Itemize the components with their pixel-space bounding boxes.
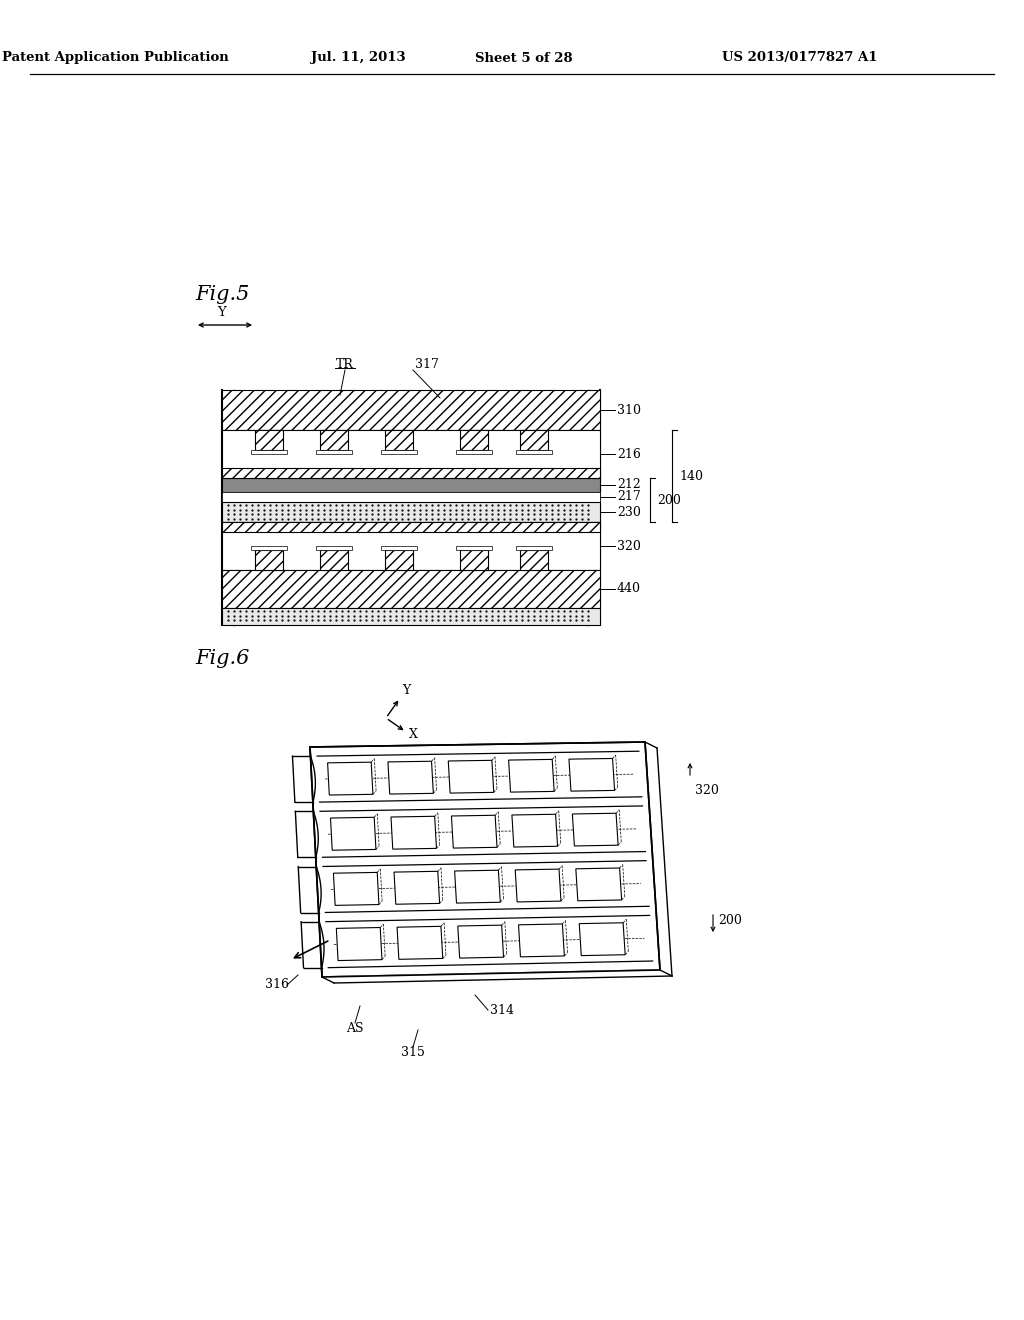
Polygon shape bbox=[455, 870, 501, 903]
Bar bbox=[381, 450, 417, 454]
Text: 320: 320 bbox=[617, 540, 641, 553]
Text: CS: CS bbox=[583, 743, 601, 756]
Bar bbox=[251, 546, 287, 550]
Text: 200: 200 bbox=[657, 494, 681, 507]
Polygon shape bbox=[509, 759, 554, 792]
Bar bbox=[316, 546, 352, 550]
Text: 320: 320 bbox=[695, 784, 719, 796]
Text: 440: 440 bbox=[617, 582, 641, 595]
Bar bbox=[516, 450, 552, 454]
Text: AS: AS bbox=[346, 1022, 364, 1035]
Bar bbox=[251, 450, 287, 454]
Bar bbox=[516, 546, 552, 550]
Text: 315: 315 bbox=[401, 1045, 425, 1059]
Text: Fig.5: Fig.5 bbox=[195, 285, 250, 305]
Polygon shape bbox=[397, 927, 442, 960]
Polygon shape bbox=[572, 813, 618, 846]
Polygon shape bbox=[322, 970, 672, 983]
Text: 317: 317 bbox=[415, 359, 439, 371]
Bar bbox=[222, 492, 600, 502]
Bar bbox=[222, 469, 600, 478]
Polygon shape bbox=[391, 816, 436, 849]
Text: Y: Y bbox=[218, 306, 226, 319]
Text: 316: 316 bbox=[265, 978, 289, 991]
Bar bbox=[520, 550, 548, 570]
Bar bbox=[255, 430, 283, 450]
Bar bbox=[460, 550, 488, 570]
Polygon shape bbox=[580, 923, 626, 956]
Bar bbox=[222, 609, 600, 624]
Bar bbox=[319, 430, 348, 450]
Text: 230: 230 bbox=[617, 506, 641, 519]
Bar bbox=[381, 546, 417, 550]
Polygon shape bbox=[569, 759, 614, 791]
Text: 310: 310 bbox=[600, 953, 624, 966]
Text: Fig.6: Fig.6 bbox=[195, 648, 250, 668]
Text: Patent Application Publication: Patent Application Publication bbox=[2, 51, 228, 65]
Bar bbox=[385, 430, 413, 450]
Text: TR: TR bbox=[336, 359, 354, 371]
Bar bbox=[460, 430, 488, 450]
Bar bbox=[316, 450, 352, 454]
Bar bbox=[319, 550, 348, 570]
Text: 212: 212 bbox=[617, 479, 641, 491]
Polygon shape bbox=[452, 816, 497, 847]
Polygon shape bbox=[458, 925, 504, 958]
Text: X: X bbox=[409, 727, 418, 741]
Text: US 2013/0177827 A1: US 2013/0177827 A1 bbox=[722, 51, 878, 65]
Polygon shape bbox=[394, 871, 439, 904]
Text: 310: 310 bbox=[617, 404, 641, 417]
Polygon shape bbox=[310, 742, 660, 977]
Text: 200: 200 bbox=[718, 913, 741, 927]
Bar bbox=[385, 550, 413, 570]
Polygon shape bbox=[512, 814, 558, 847]
Bar bbox=[222, 570, 600, 609]
Text: Y: Y bbox=[402, 684, 411, 697]
Text: Jul. 11, 2013: Jul. 11, 2013 bbox=[310, 51, 406, 65]
Text: 314: 314 bbox=[490, 1003, 514, 1016]
Text: CP: CP bbox=[309, 759, 327, 771]
Polygon shape bbox=[334, 873, 379, 906]
Polygon shape bbox=[575, 869, 622, 900]
Text: 313: 313 bbox=[625, 927, 649, 940]
Bar bbox=[520, 430, 548, 450]
Bar bbox=[456, 546, 492, 550]
Text: Sheet 5 of 28: Sheet 5 of 28 bbox=[475, 51, 572, 65]
Polygon shape bbox=[515, 869, 561, 902]
Polygon shape bbox=[388, 762, 433, 795]
Bar bbox=[222, 521, 600, 570]
Bar bbox=[222, 389, 600, 430]
Bar bbox=[222, 502, 600, 521]
Polygon shape bbox=[449, 760, 494, 793]
Bar bbox=[222, 478, 600, 492]
Polygon shape bbox=[331, 817, 376, 850]
Text: 140: 140 bbox=[679, 470, 703, 483]
Polygon shape bbox=[328, 762, 373, 795]
Bar bbox=[222, 521, 600, 532]
Bar bbox=[255, 550, 283, 570]
Polygon shape bbox=[518, 924, 564, 957]
Text: 216: 216 bbox=[617, 447, 641, 461]
Polygon shape bbox=[336, 928, 382, 961]
Bar bbox=[456, 450, 492, 454]
Bar bbox=[222, 430, 600, 478]
Text: 217: 217 bbox=[617, 491, 641, 503]
